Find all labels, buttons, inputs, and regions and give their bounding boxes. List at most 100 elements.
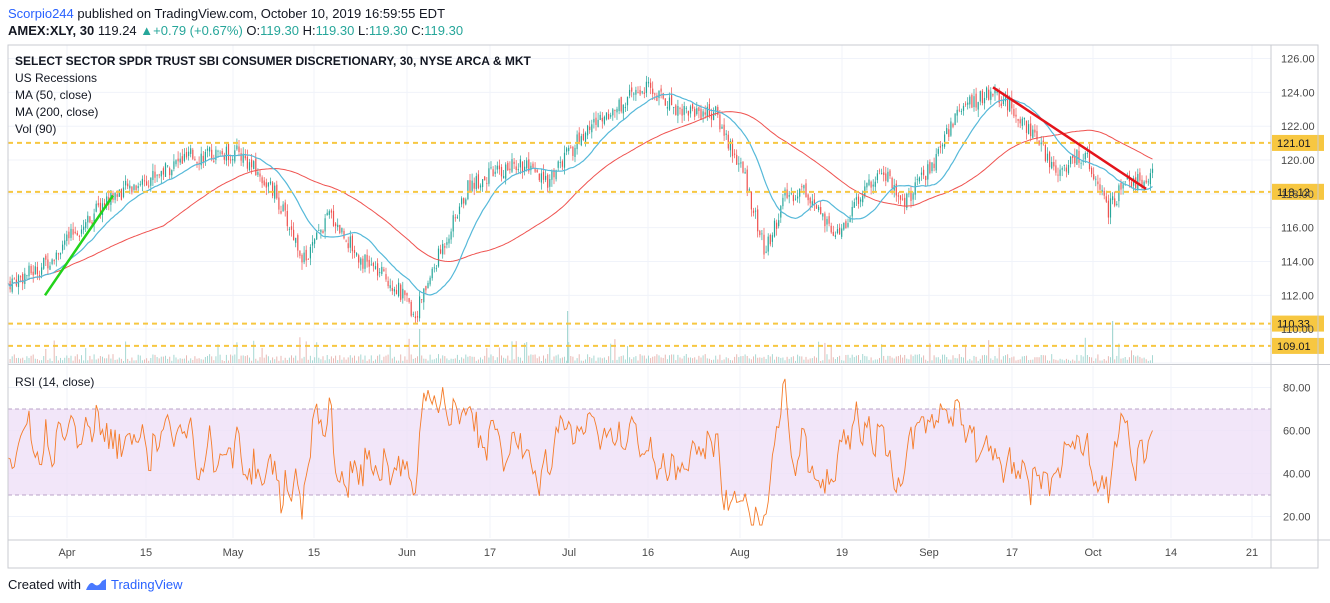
candle-body [1051, 162, 1053, 169]
volume-bar [746, 355, 748, 363]
candle-body [927, 164, 929, 180]
volume-bar [897, 355, 899, 363]
volume-bar [622, 355, 624, 363]
candle-body [767, 236, 769, 252]
volume-bar [263, 357, 265, 363]
candle-body [807, 194, 809, 201]
price-tick: 122.00 [1281, 121, 1315, 133]
candle-body [429, 277, 431, 285]
candle-body [566, 148, 568, 152]
candle-body [555, 170, 557, 180]
volume-bar [671, 354, 673, 363]
volume-bar [994, 356, 996, 363]
volume-bar [297, 360, 299, 363]
candle-body [1049, 152, 1051, 168]
price-axis[interactable]: 126.00 124.00 122.00 120.00 118.00 116.00 114.… [1281, 54, 1315, 524]
volume-bar [837, 357, 838, 363]
volume-bar [811, 358, 813, 363]
candle-body [582, 134, 584, 140]
candle-body [402, 288, 404, 299]
volume-bar [582, 360, 584, 363]
candle-body [490, 167, 492, 169]
candle-body [74, 231, 76, 234]
candle-body [64, 240, 66, 245]
volume-bar [1019, 359, 1021, 363]
volume-bar [435, 358, 437, 363]
candle-body [931, 162, 933, 172]
volume-bar [740, 356, 742, 363]
volume-bar [95, 359, 97, 363]
volume-bar [585, 359, 586, 363]
candle-body [116, 194, 118, 197]
candle-body [946, 128, 948, 135]
volume-bar [72, 360, 74, 363]
volume-bar [1061, 359, 1063, 363]
volume-bar [1049, 360, 1051, 363]
volume-bar [230, 354, 232, 363]
volume-bar [963, 357, 964, 363]
horizontal-levels[interactable]: 121.01 118.12 110.33 109.01 [8, 134, 1324, 354]
candle-body [736, 154, 738, 165]
volume-bar [87, 360, 89, 363]
candle-body [368, 259, 370, 267]
volume-bar [564, 356, 565, 363]
candle-body [1147, 181, 1149, 183]
time-tick: Sep [919, 547, 939, 559]
trendlines[interactable] [43, 86, 1147, 297]
open-label: O: [246, 23, 261, 38]
legend-recessions[interactable]: US Recessions [15, 71, 97, 85]
volume-bar [1147, 360, 1149, 363]
volume-bar [608, 356, 610, 363]
tradingview-brand[interactable]: TradingView [110, 577, 183, 592]
candle-body [1057, 174, 1059, 176]
volume-bar [1137, 355, 1139, 363]
candle-body [507, 162, 509, 171]
volume-bar [188, 360, 190, 363]
volume-bar [549, 347, 551, 363]
candle-body [209, 147, 211, 152]
volume-bar [908, 359, 910, 363]
volume-bar [406, 359, 408, 363]
candle-body [633, 93, 635, 95]
author-link[interactable]: Scorpio244 [8, 6, 74, 21]
price-tick: 116.00 [1281, 223, 1314, 235]
candle-body [34, 266, 36, 275]
candle-body [685, 107, 687, 109]
trend-up-line [43, 194, 115, 297]
legend-ma50[interactable]: MA (50, close) [15, 88, 92, 102]
volume-bar [797, 354, 799, 363]
volume-bar [482, 359, 484, 363]
time-axis[interactable]: Apr 15 May 15 Jun 17 Jul 16 Aug 19 Sep 17 Oct 14 21 [58, 547, 1258, 559]
volume-bar [843, 360, 845, 363]
volume-bar [1017, 359, 1019, 363]
candle-body [232, 159, 234, 161]
volume-bar [868, 359, 870, 363]
volume-bar [173, 354, 175, 363]
volume-bar [517, 356, 519, 363]
level-label: 118.12 [1277, 187, 1310, 199]
volume-bar [265, 354, 267, 363]
candle-body [1017, 119, 1019, 121]
volume-bar [841, 360, 843, 363]
volume-bar [637, 360, 639, 363]
volume-bar [480, 357, 481, 363]
candle-body [230, 159, 232, 161]
legend-volume[interactable]: Vol (90) [15, 122, 56, 136]
candle-body [1053, 162, 1055, 167]
volume-bar [826, 354, 828, 363]
candle-body [62, 244, 64, 251]
candle-body [221, 151, 223, 155]
candle-body [815, 205, 818, 209]
candle-body [261, 177, 263, 184]
volume-bar [958, 354, 960, 363]
candle-body [551, 171, 553, 180]
volume-bar [215, 356, 217, 363]
volume-bar [160, 356, 162, 363]
volume-bar [988, 340, 990, 363]
volume-bar [1089, 356, 1090, 363]
legend-ma200[interactable]: MA (200, close) [15, 105, 98, 119]
volume-bar [442, 355, 444, 363]
candle-body [624, 107, 626, 108]
candle-body [465, 199, 467, 205]
